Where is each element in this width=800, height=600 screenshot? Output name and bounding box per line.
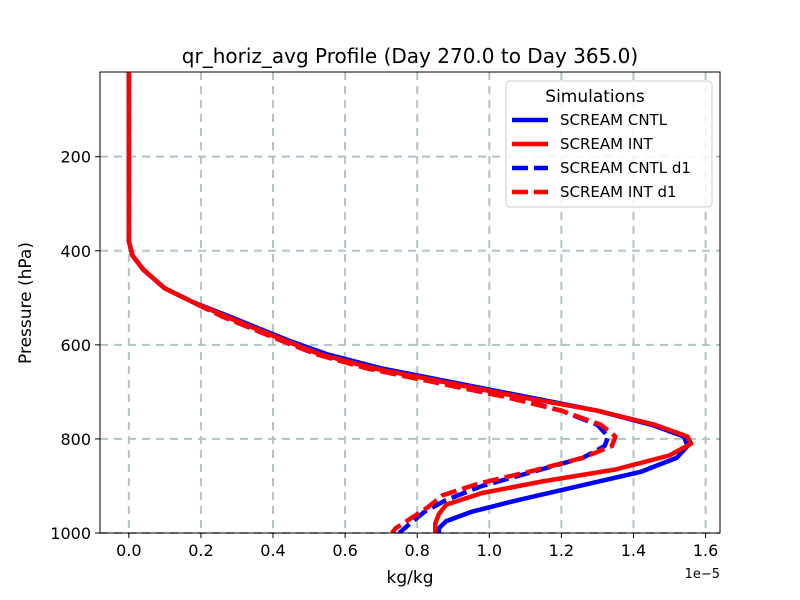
y-tick-label: 400	[60, 242, 91, 261]
legend-label: SCREAM CNTL	[560, 111, 668, 129]
series-lines	[126, 72, 694, 533]
y-tick-label: 200	[60, 148, 91, 167]
y-axis-label: Pressure (hPa)	[16, 242, 36, 364]
x-tick-label: 1.2	[549, 541, 574, 560]
legend-items: SCREAM CNTL SCREAM INT SCREAM CNTL d1 SCREA…	[512, 111, 691, 201]
x-tick-label: 0.6	[332, 541, 357, 560]
legend-title: Simulations	[545, 87, 645, 107]
x-tick-label: 0.8	[404, 541, 429, 560]
legend-label: SCREAM INT	[560, 135, 654, 153]
x-tick-label: 1.6	[693, 541, 718, 560]
y-tick-label: 600	[60, 336, 91, 355]
x-tick-label: 0.4	[260, 541, 285, 560]
legend-label: SCREAM INT d1	[560, 183, 677, 201]
y-tick-label: 800	[60, 430, 91, 449]
x-tick-label: 0.2	[188, 541, 213, 560]
plot-frame	[99, 71, 721, 534]
x-axis-offset-label: 1e−5	[685, 567, 720, 582]
y-tick-label: 1000	[50, 524, 91, 543]
x-tick-label: 0.0	[116, 541, 141, 560]
x-tick-label: 1.4	[621, 541, 646, 560]
axis-ticks: 0.0 0.2 0.4 0.6 0.8 1.0 1.2 1.4 1.6 200 400 600 800 1…	[50, 148, 718, 560]
x-axis-label: kg/kg	[387, 568, 434, 588]
legend-box	[505, 80, 713, 208]
x-tick-label: 1.0	[477, 541, 502, 560]
series-line-scream-int	[126, 72, 694, 533]
chart-title: qr_horiz_avg Profile (Day 270.0 to Day 3…	[182, 44, 638, 68]
legend-label: SCREAM CNTL d1	[560, 159, 691, 177]
